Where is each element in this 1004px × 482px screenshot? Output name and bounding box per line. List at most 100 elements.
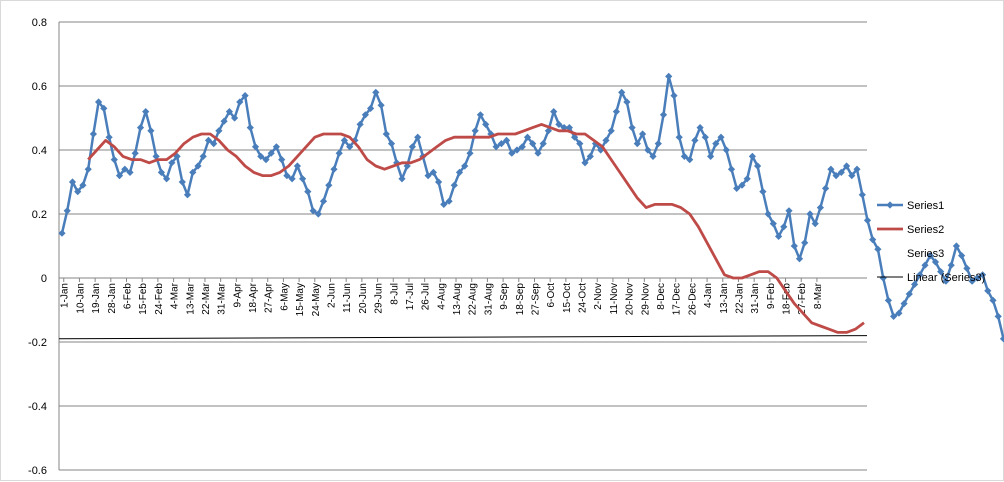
series1-point	[780, 223, 788, 231]
series1-point	[952, 242, 960, 250]
series1-point	[665, 72, 673, 80]
x-tick-label: 20-Nov	[625, 283, 636, 315]
series1-point	[916, 271, 924, 279]
x-tick-label: 1-Jan	[60, 283, 71, 308]
series1-layer	[58, 72, 1004, 343]
series1-point	[727, 165, 736, 173]
series1-point	[372, 88, 380, 96]
series1-point	[539, 140, 547, 148]
series1-point	[309, 207, 317, 215]
series1-point	[769, 220, 777, 228]
x-tick-label: 31-Mar	[217, 282, 228, 314]
series1-point	[937, 268, 945, 276]
series1-point	[822, 184, 830, 192]
series1-point	[466, 149, 474, 157]
legend-series1-marker	[886, 201, 894, 209]
legend: Series1 Series2 Series3 Linear (Series3)	[877, 200, 985, 284]
series1-point	[58, 229, 66, 237]
series1-point	[659, 111, 668, 119]
legend-label: Series3	[907, 248, 944, 260]
trendline-series3	[58, 335, 868, 340]
series1-point	[183, 191, 192, 199]
series1-point	[194, 162, 202, 170]
series1-point	[435, 178, 443, 186]
series1-point	[639, 130, 647, 138]
series1-point	[973, 274, 981, 282]
y-tick-label: 0.6	[32, 81, 47, 93]
series1-point	[440, 200, 448, 208]
x-tick-label: 9-Feb	[766, 283, 777, 310]
series1-point	[262, 156, 270, 164]
series2-line	[87, 123, 865, 334]
series1-point	[382, 130, 390, 138]
series1-point	[225, 108, 233, 116]
series1-point	[408, 143, 416, 151]
x-tick-label: 13-Mar	[185, 282, 196, 314]
trendline-layer	[58, 335, 868, 340]
y-tick-label: -0.4	[28, 401, 47, 413]
series1-point	[346, 143, 354, 151]
series1-point	[586, 152, 594, 160]
series1-point	[74, 188, 82, 196]
x-tick-label: 27-Feb	[797, 283, 808, 315]
series1-point	[550, 108, 558, 116]
series1-point	[884, 296, 892, 304]
series1-point	[701, 133, 709, 141]
series1-point	[251, 143, 260, 151]
series1-point	[832, 172, 840, 180]
series1-point	[947, 261, 955, 269]
x-tick-label: 17-Dec	[672, 283, 683, 315]
x-tick-label: 26-Dec	[687, 283, 698, 315]
x-tick-label: 6-Feb	[123, 283, 134, 310]
series1-point	[816, 204, 824, 212]
series1-point	[999, 335, 1004, 343]
x-tick-label: 22-Jan	[734, 283, 745, 314]
x-axis: 1-Jan 10-Jan 19-Jan 28-Jan 6-Feb 15-Feb 24-Feb…	[60, 278, 824, 316]
x-tick-label: 8-Dec	[656, 283, 667, 310]
series1-point	[340, 136, 348, 144]
series1-point	[963, 264, 971, 272]
series1-point	[110, 156, 118, 164]
series1-point	[534, 149, 542, 157]
series1-point	[356, 120, 364, 128]
series1-point	[168, 159, 176, 167]
series1-point	[911, 280, 919, 288]
series1-point	[654, 140, 662, 148]
series1-point	[178, 178, 186, 186]
series1-point	[283, 172, 291, 180]
series1-point	[199, 152, 207, 160]
series1-point	[220, 117, 228, 125]
series1-point	[612, 108, 620, 116]
series1-point	[518, 143, 526, 151]
series1-point	[204, 136, 213, 144]
series1-point	[560, 124, 568, 132]
series1-point	[680, 152, 688, 160]
series1-point	[210, 140, 218, 148]
series1-point	[958, 252, 966, 260]
x-tick-label: 22-Mar	[201, 282, 212, 314]
series1-point	[869, 236, 877, 244]
x-tick-label: 24-Oct	[578, 283, 589, 313]
series1-point	[895, 309, 903, 317]
x-tick-label: 4-Mar	[170, 282, 181, 309]
series1-point	[581, 159, 589, 167]
series1-point	[670, 92, 678, 100]
series1-point	[968, 277, 976, 285]
series1-point	[879, 274, 887, 282]
series1-point	[471, 127, 479, 135]
series1-point	[738, 181, 746, 189]
x-tick-label: 24-Feb	[154, 283, 165, 315]
series1-point	[351, 136, 359, 144]
x-tick-label: 15-May	[295, 283, 306, 316]
series1-point	[142, 108, 150, 116]
series1-point	[712, 140, 720, 148]
series1-point	[691, 136, 699, 144]
series1-point	[696, 124, 704, 132]
series1-point	[189, 168, 197, 176]
series1-point	[293, 162, 301, 170]
series1-point	[748, 152, 756, 160]
series1-point	[267, 149, 275, 157]
series1-point	[398, 175, 406, 183]
series1-point	[377, 101, 385, 109]
